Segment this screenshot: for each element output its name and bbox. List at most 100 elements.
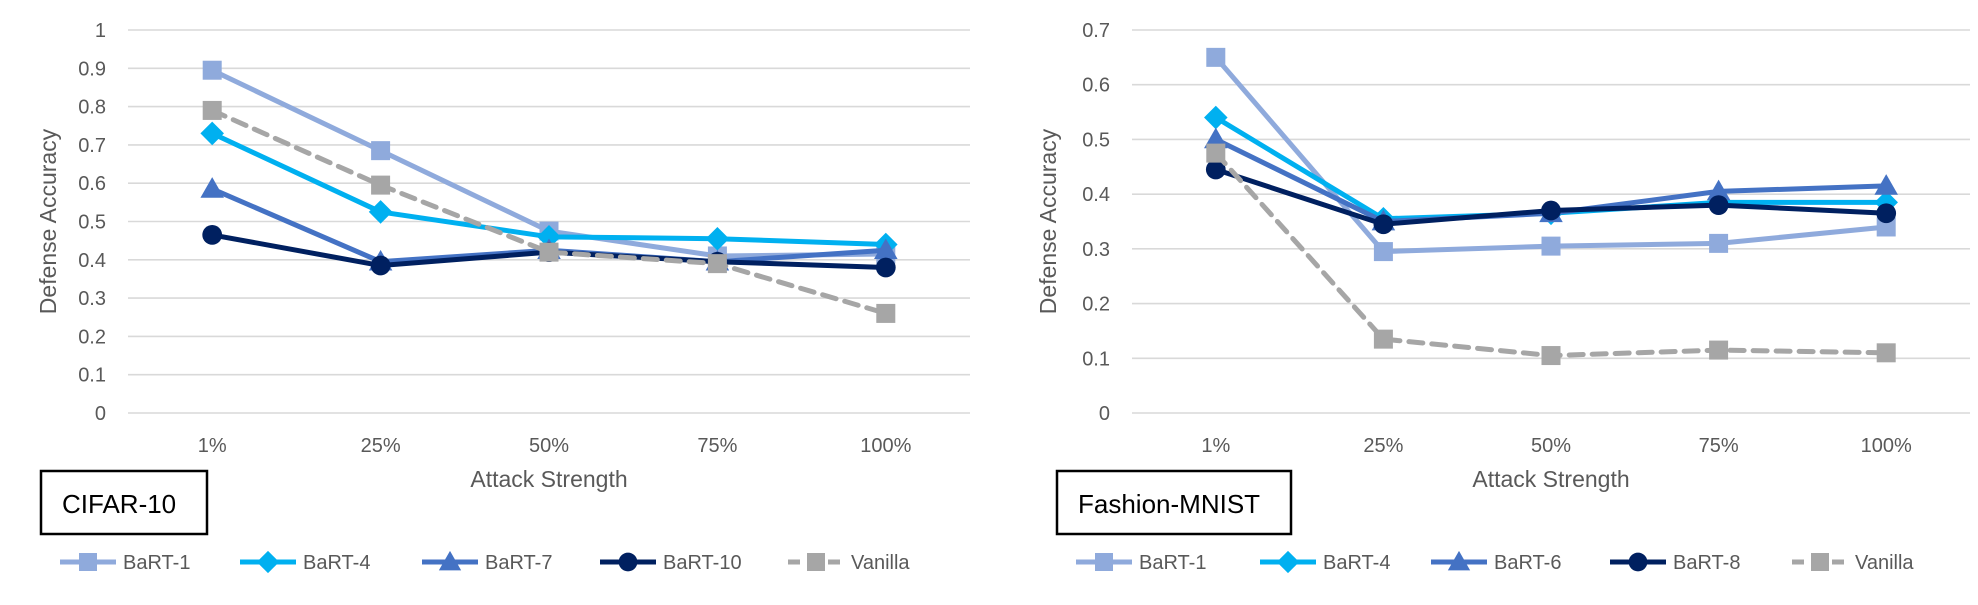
y-tick-label: 0.3 [1082, 239, 1110, 261]
x-tick-label: 25% [1363, 435, 1403, 457]
x-tick-label: 50% [1531, 435, 1571, 457]
series-bart-4 [200, 121, 898, 257]
legend-label: Vanilla [1855, 552, 1914, 574]
data-point-vanilla [1876, 343, 1896, 363]
data-point-vanilla [202, 100, 222, 120]
x-tick-label: 100% [1861, 435, 1912, 457]
data-point-vanilla [707, 254, 727, 274]
y-tick-label: 0.8 [78, 97, 106, 119]
y-tick-label: 0.1 [78, 365, 106, 387]
legend-marker-bart-4 [1276, 550, 1300, 574]
y-tick-label: 0.5 [1082, 129, 1110, 151]
data-point-bart-10 [875, 257, 896, 278]
legend-marker-bart-7 [438, 550, 462, 571]
y-tick-label: 0.2 [1082, 294, 1110, 316]
data-point-bart-7 [874, 238, 898, 260]
data-point-vanilla [1206, 143, 1226, 163]
legend-label: BaRT-4 [1323, 552, 1390, 574]
x-tick-label: 50% [529, 435, 569, 457]
y-tick-label: 0.4 [1082, 184, 1110, 206]
x-tick-label: 25% [361, 435, 401, 457]
data-point-bart-1 [1206, 47, 1226, 67]
y-tick-label: 0.7 [78, 135, 106, 157]
data-point-vanilla [539, 242, 559, 262]
series-bart-8 [1205, 159, 1897, 235]
data-point-bart-1 [1373, 242, 1393, 262]
panel-1-cifar-10: 0 0.1 0.2 0.3 0.4 0.5 0.6 0.7 0.8 0.9 1 1% 25% 50% 75%… [35, 20, 970, 574]
data-point-vanilla [1541, 346, 1561, 366]
legend-marker-vanilla [1811, 553, 1829, 571]
x-tick-label: 100% [860, 435, 911, 457]
legend: BaRT-1 BaRT-4 BaRT-6 BaRT-8 Vanilla [1076, 550, 1914, 574]
series-bart-1 [1206, 47, 1896, 262]
legend: BaRT-1 BaRT-4 BaRT-7 BaRT-10 Vanilla [60, 550, 910, 574]
y-tick-label: 0 [1099, 403, 1110, 425]
y-tick-label: 0 [95, 403, 106, 425]
y-tick-label: 0.5 [78, 212, 106, 234]
data-point-bart-4 [705, 226, 730, 251]
data-point-bart-6 [1204, 127, 1228, 149]
data-point-bart-1 [1541, 236, 1561, 256]
data-point-bart-8 [1205, 159, 1226, 180]
data-point-bart-4 [200, 121, 224, 146]
legend-label: BaRT-1 [1139, 552, 1206, 574]
legend-marker-bart-8 [1628, 552, 1648, 572]
y-tick-label: 0.6 [78, 173, 106, 195]
y-tick-label: 0.4 [78, 250, 106, 272]
panel-label: CIFAR-10 [62, 489, 176, 519]
y-tick-label: 0.2 [78, 326, 106, 348]
panel-label-box [39, 469, 209, 536]
data-point-vanilla [876, 303, 896, 323]
series-vanilla [1206, 143, 1896, 366]
data-point-bart-1 [1709, 233, 1729, 253]
data-point-bart-1 [1876, 217, 1896, 237]
legend-label: BaRT-4 [303, 552, 370, 574]
data-point-bart-4 [368, 200, 393, 224]
legend-label: BaRT-6 [1494, 552, 1561, 574]
series-vanilla [202, 100, 896, 323]
legend-marker-vanilla [807, 553, 825, 571]
data-point-bart-8 [1708, 195, 1729, 215]
y-tick-label: 0.3 [78, 288, 106, 310]
data-point-bart-10 [370, 255, 391, 276]
data-point-bart-1 [202, 60, 222, 80]
series-line-vanilla [209, 107, 889, 316]
y-axis-title: Defense Accuracy [35, 128, 61, 314]
legend-label: Vanilla [851, 552, 910, 574]
panel-label: Fashion-MNIST [1078, 489, 1260, 519]
data-point-bart-6 [1706, 179, 1731, 201]
legend-marker-bart-6 [1447, 550, 1471, 571]
legend-label: BaRT-10 [663, 552, 742, 574]
x-tick-label: 1% [198, 435, 227, 457]
y-axis-title: Defense Accuracy [1035, 128, 1061, 314]
legend-marker-bart-1 [1095, 553, 1113, 571]
panel-label-box [1055, 469, 1293, 536]
data-point-vanilla [1709, 340, 1729, 360]
legend-label: BaRT-7 [485, 552, 552, 574]
legend-marker-bart-1 [79, 553, 97, 571]
data-point-bart-8 [1876, 203, 1897, 224]
x-tick-label: 75% [697, 435, 737, 457]
y-tick-label: 1 [95, 20, 106, 42]
x-tick-label: 75% [1699, 435, 1739, 457]
x-axis-title: Attack Strength [1472, 466, 1629, 492]
legend-marker-bart-10 [618, 552, 638, 572]
data-point-bart-4 [1204, 105, 1228, 130]
data-point-vanilla [371, 175, 391, 195]
data-point-bart-10 [202, 225, 223, 245]
legend-label: BaRT-8 [1673, 552, 1740, 574]
y-tick-label: 0.6 [1082, 75, 1110, 97]
y-tick-label: 0.9 [78, 58, 106, 80]
data-point-bart-1 [371, 141, 391, 161]
data-point-bart-8 [1373, 214, 1394, 235]
data-point-bart-8 [1541, 200, 1561, 221]
data-point-vanilla [1373, 329, 1393, 349]
y-tick-label: 0.1 [1082, 348, 1110, 370]
legend-marker-bart-4 [256, 550, 280, 574]
y-tick-label: 0.7 [1082, 20, 1110, 42]
x-axis-title: Attack Strength [470, 466, 627, 492]
legend-label: BaRT-1 [123, 552, 190, 574]
x-tick-label: 1% [1201, 435, 1230, 457]
data-point-bart-6 [1874, 174, 1898, 195]
